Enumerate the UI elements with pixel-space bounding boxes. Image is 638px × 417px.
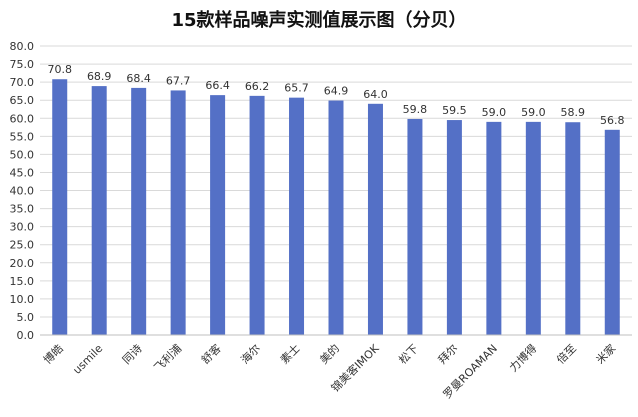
y-tick-label: 10.0 (10, 293, 35, 306)
bar (289, 97, 305, 335)
y-tick-label: 50.0 (10, 148, 35, 161)
y-tick-label: 0.0 (17, 329, 35, 342)
bar (446, 120, 462, 336)
x-tick-label: 松下 (396, 341, 421, 366)
data-label: 64.9 (324, 85, 349, 98)
bar (249, 95, 265, 335)
chart-title: 15款样品噪声实测值展示图（分贝） (171, 10, 467, 31)
y-tick-label: 25.0 (10, 239, 35, 252)
data-label: 59.0 (521, 106, 546, 119)
x-tick-label: 米家 (593, 341, 618, 366)
bar (367, 103, 383, 335)
x-tick-label: 博皓 (41, 342, 66, 367)
data-label: 68.4 (126, 72, 151, 85)
x-tick-label: 美的 (317, 341, 342, 366)
bar (407, 118, 423, 335)
bars (52, 79, 620, 336)
bar (486, 121, 502, 335)
data-label: 64.0 (363, 88, 388, 101)
data-label: 68.9 (87, 70, 112, 83)
bar (131, 87, 147, 335)
bar (170, 90, 186, 335)
bar (91, 86, 107, 335)
y-tick-label: 35.0 (10, 203, 35, 216)
data-label: 56.8 (600, 114, 625, 127)
data-label: 67.7 (166, 74, 191, 87)
y-tick-label: 30.0 (10, 221, 35, 234)
x-tick-label: 飞利浦 (152, 342, 185, 375)
y-tick-label: 15.0 (10, 275, 35, 288)
x-tick-label: 同诗 (119, 341, 144, 366)
y-tick-label: 60.0 (10, 112, 35, 125)
y-tick-label: 20.0 (10, 257, 35, 270)
data-labels: 70.8 68.9 68.4 67.7 66.4 66.2 65.7 64.9 64.0 59.8… (47, 63, 624, 127)
data-label: 65.7 (284, 82, 309, 95)
x-tick-label: 力博得 (507, 342, 540, 375)
y-tick-label: 80.0 (10, 40, 35, 53)
x-tick-label: 拜尔 (436, 342, 461, 367)
y-tick-label: 65.0 (10, 94, 35, 107)
bar (565, 122, 581, 335)
data-label: 66.2 (245, 80, 270, 93)
data-label: 66.4 (205, 79, 230, 92)
x-tick-label: 倍至 (553, 341, 578, 366)
data-label: 59.8 (403, 103, 428, 116)
data-label: 59.0 (482, 106, 507, 119)
y-tick-label: 40.0 (10, 185, 35, 198)
bar (328, 100, 344, 335)
data-label: 59.5 (442, 104, 467, 117)
x-tick-label: 素士 (278, 342, 303, 367)
x-tick-label: usmile (70, 342, 105, 377)
bar (52, 79, 68, 335)
y-tick-label: 70.0 (10, 76, 35, 89)
data-label: 58.9 (561, 106, 586, 119)
y-tick-label: 75.0 (10, 58, 35, 71)
y-axis: 0.0 5.0 10.0 15.0 20.0 25.0 30.0 35.0 40.0 45.0 50… (10, 40, 35, 342)
y-tick-label: 55.0 (10, 130, 35, 143)
bar (210, 95, 226, 335)
bar (604, 129, 620, 335)
data-label: 70.8 (47, 63, 72, 76)
y-tick-label: 45.0 (10, 166, 35, 179)
bar (525, 121, 541, 335)
x-tick-label: 海尔 (238, 341, 263, 366)
y-tick-label: 5.0 (17, 311, 35, 324)
x-tick-label: 舒客 (198, 341, 223, 366)
